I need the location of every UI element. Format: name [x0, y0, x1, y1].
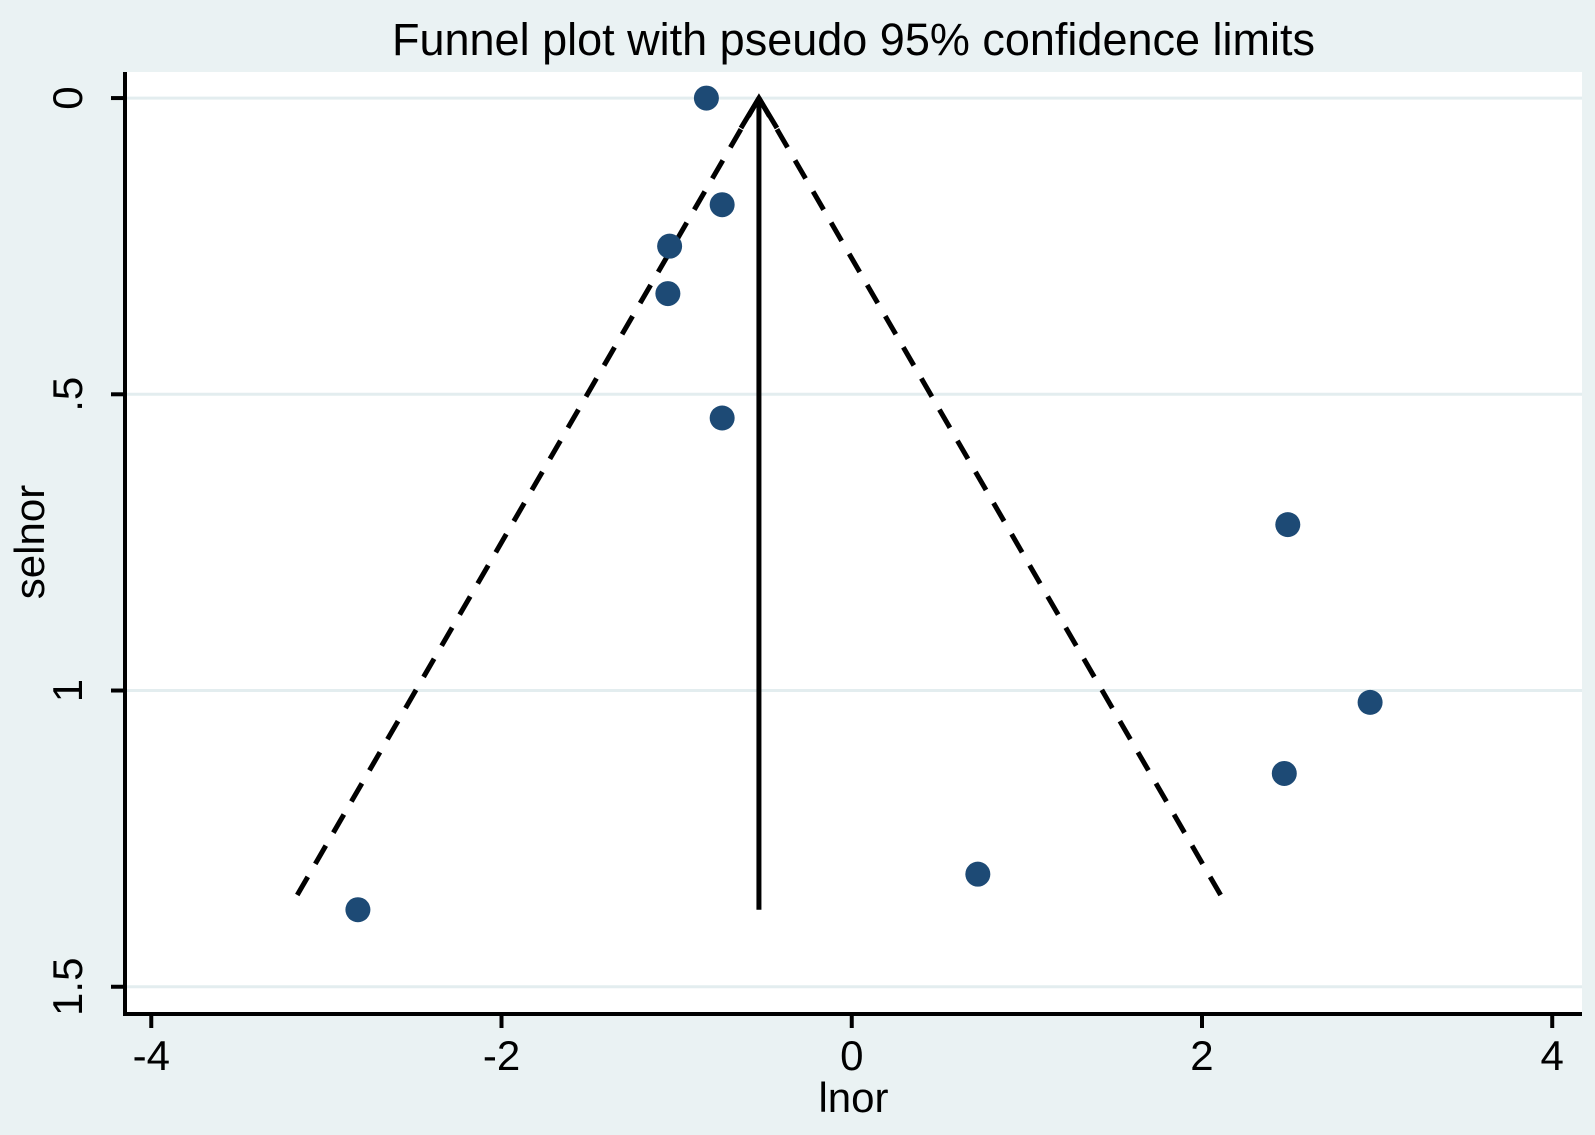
- y-tick-label: 1.5: [44, 958, 91, 1016]
- funnel-right-limit-line: [756, 96, 1228, 906]
- plot-area: [125, 72, 1582, 1014]
- chart-title: Funnel plot with pseudo 95% confidence l…: [391, 14, 1316, 65]
- y-tick-label: 0: [44, 86, 91, 109]
- data-point: [1271, 760, 1297, 786]
- data-point: [1357, 689, 1383, 715]
- data-point: [965, 861, 991, 887]
- y-tick-label: 1: [44, 679, 91, 702]
- data-point: [693, 85, 719, 111]
- x-tick-label: 0: [840, 1032, 863, 1079]
- y-tick-label: .5: [44, 377, 91, 412]
- x-tick-label: -4: [133, 1032, 170, 1079]
- data-point: [345, 897, 371, 923]
- data-point: [1275, 512, 1301, 538]
- data-point: [709, 405, 735, 431]
- data-point: [655, 281, 681, 307]
- data-point: [709, 192, 735, 218]
- funnel-left-limit-line: [289, 96, 762, 906]
- x-tick-label: -2: [483, 1032, 520, 1079]
- y-axis-title: selnor: [6, 484, 53, 600]
- x-axis-title: lnor: [818, 1074, 889, 1121]
- data-point: [657, 233, 683, 259]
- arrowhead-up-icon: [738, 93, 780, 130]
- x-tick-label: 4: [1541, 1032, 1564, 1079]
- x-tick-label: 2: [1190, 1032, 1213, 1079]
